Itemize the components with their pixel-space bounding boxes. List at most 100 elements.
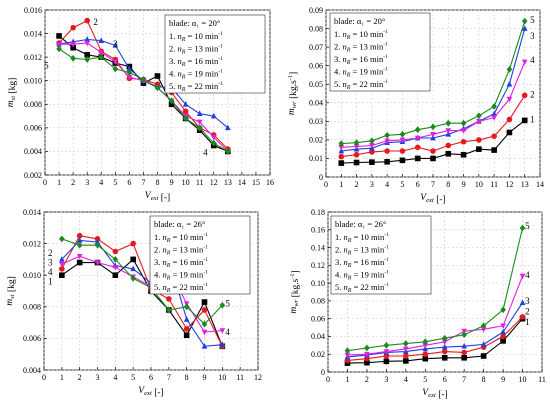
x-tick-label: 2 bbox=[365, 375, 369, 384]
data-point bbox=[182, 108, 189, 115]
x-tick-label: 5 bbox=[131, 373, 135, 382]
data-point bbox=[196, 119, 203, 126]
x-tick-label: 10 bbox=[182, 178, 190, 187]
data-point bbox=[441, 334, 448, 342]
series-line bbox=[347, 318, 523, 364]
x-tick-label: 4 bbox=[113, 373, 117, 382]
data-point bbox=[506, 116, 513, 123]
data-point bbox=[84, 56, 90, 63]
x-tick-label: 11 bbox=[538, 375, 546, 384]
y-tick-label: 0.16 bbox=[311, 226, 325, 235]
data-point bbox=[384, 158, 390, 165]
x-tick-label: 12 bbox=[210, 178, 218, 187]
y-tick-label: 0.02 bbox=[311, 350, 325, 359]
data-point bbox=[94, 260, 101, 266]
data-point bbox=[94, 241, 101, 249]
data-point bbox=[201, 329, 208, 336]
x-tick-label: 12 bbox=[505, 180, 513, 189]
x-tick-label: 10 bbox=[475, 180, 483, 189]
x-tick-label: 1 bbox=[57, 178, 61, 187]
data-point bbox=[98, 53, 105, 61]
data-point bbox=[491, 147, 497, 153]
x-tick-label: 5 bbox=[400, 180, 404, 189]
x-tick-label: 2 bbox=[78, 373, 82, 382]
x-tick-label: 9 bbox=[170, 178, 174, 187]
data-point bbox=[70, 41, 76, 48]
data-point bbox=[112, 256, 119, 263]
y-tick-label: 0.14 bbox=[311, 243, 325, 252]
data-point bbox=[476, 112, 482, 120]
data-point bbox=[441, 348, 448, 355]
data-point bbox=[338, 145, 345, 151]
data-point bbox=[84, 51, 90, 58]
data-point bbox=[399, 137, 406, 144]
data-point bbox=[414, 144, 421, 151]
x-tick-label: 13 bbox=[224, 178, 232, 187]
series-2 bbox=[338, 92, 528, 160]
curve-label: 1 bbox=[48, 277, 53, 287]
data-point bbox=[399, 130, 406, 138]
data-point bbox=[338, 160, 345, 166]
data-point bbox=[130, 265, 136, 272]
legend-title: blade: α₁ = 26° bbox=[154, 219, 205, 229]
y-tick-label: 0.016 bbox=[24, 6, 42, 15]
data-point bbox=[98, 37, 105, 43]
y-tick-label: 0.04 bbox=[309, 99, 323, 108]
data-point bbox=[182, 115, 189, 122]
data-point bbox=[519, 273, 526, 280]
y-tick-label: 0.014 bbox=[24, 29, 42, 38]
x-tick-label: 14 bbox=[238, 178, 246, 187]
data-point bbox=[225, 124, 231, 131]
data-point bbox=[364, 359, 370, 366]
y-tick-label: 0.09 bbox=[309, 6, 323, 15]
data-point bbox=[500, 328, 506, 335]
data-point bbox=[56, 45, 62, 53]
data-point bbox=[403, 353, 409, 359]
series-line bbox=[61, 239, 223, 347]
legend: blade: α₁ = 26° 1. nR = 10 min-12. nR = 1… bbox=[330, 215, 432, 295]
data-point bbox=[491, 133, 497, 139]
series-line bbox=[347, 275, 524, 356]
data-point bbox=[76, 232, 83, 239]
data-point bbox=[460, 119, 467, 127]
data-point bbox=[112, 59, 119, 66]
curve-label: 3 bbox=[530, 31, 535, 41]
y-tick-label: 0.03 bbox=[309, 117, 323, 126]
data-point bbox=[112, 265, 119, 271]
data-point bbox=[183, 316, 190, 322]
data-point bbox=[183, 303, 190, 311]
data-point bbox=[126, 69, 133, 76]
data-point bbox=[521, 59, 528, 66]
data-point bbox=[59, 266, 65, 272]
data-point bbox=[491, 110, 497, 117]
y-tick-label: 0.008 bbox=[23, 303, 41, 312]
x-tick-label: 11 bbox=[236, 373, 244, 382]
y-tick-label: 0.10 bbox=[311, 279, 325, 288]
data-point bbox=[201, 307, 208, 313]
y-tick-label: 0.004 bbox=[24, 147, 42, 156]
data-point bbox=[500, 333, 506, 340]
x-tick-label: 7 bbox=[462, 375, 466, 384]
data-point bbox=[112, 65, 119, 73]
y-axis-label: mwr [kg.s-1] bbox=[287, 72, 299, 115]
data-point bbox=[154, 84, 161, 92]
legend-item: 3. nR = 16 min-1 bbox=[334, 54, 388, 66]
data-point bbox=[76, 241, 83, 249]
data-point bbox=[491, 103, 497, 110]
series-4 bbox=[344, 273, 526, 359]
data-point bbox=[430, 123, 436, 131]
data-point bbox=[506, 96, 513, 103]
curve-label: 5 bbox=[530, 15, 535, 25]
series-line bbox=[61, 238, 223, 325]
legend-item: 2. nR = 13 min-1 bbox=[169, 44, 223, 56]
data-point bbox=[84, 36, 90, 42]
series-5 bbox=[59, 235, 226, 328]
data-point bbox=[500, 306, 506, 314]
data-point bbox=[461, 331, 467, 339]
curve-label: 4 bbox=[203, 148, 208, 158]
data-point bbox=[383, 358, 390, 365]
data-point bbox=[201, 320, 208, 328]
legend-item: 2. nR = 13 min-1 bbox=[154, 245, 208, 257]
legend-item: 4. nR = 19 min-1 bbox=[154, 270, 208, 282]
data-point bbox=[521, 17, 528, 25]
